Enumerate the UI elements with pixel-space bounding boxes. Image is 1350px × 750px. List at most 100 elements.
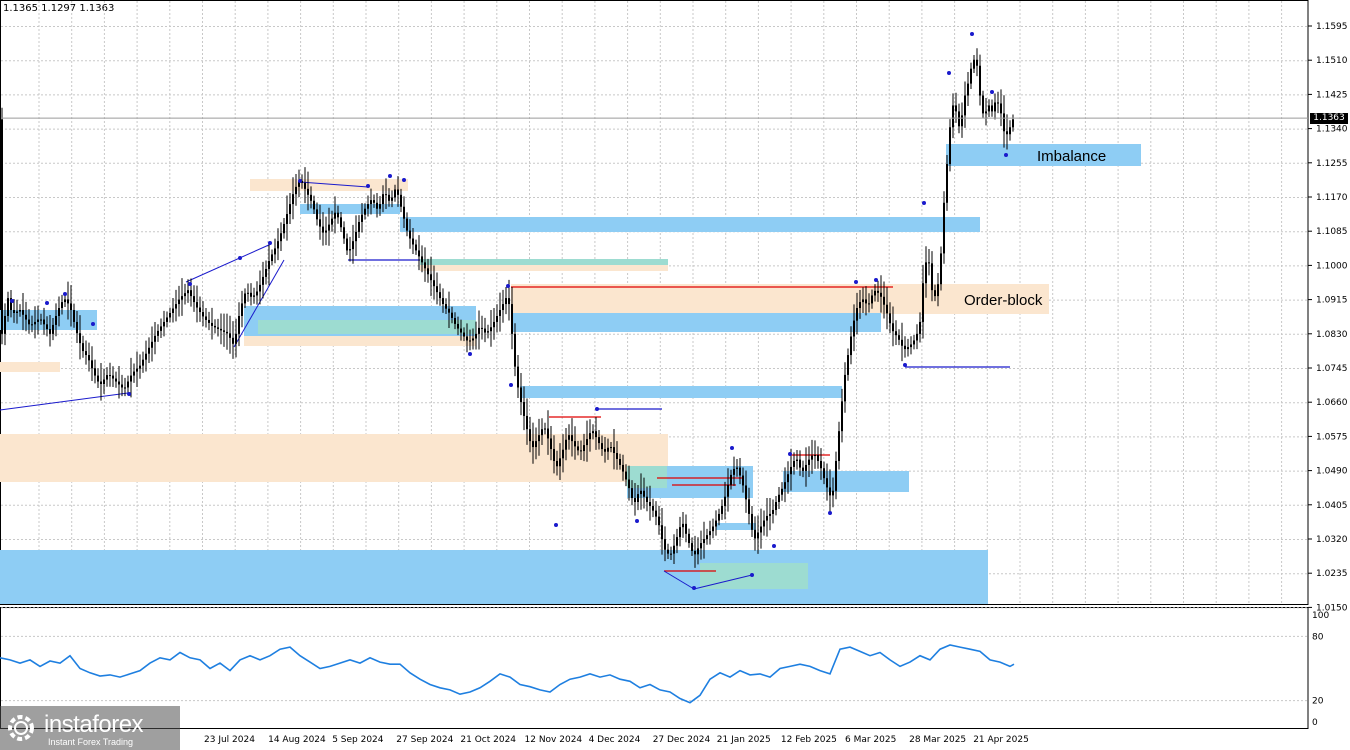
candle-body [262,276,264,285]
swing-marker [402,178,406,182]
candle-body [4,315,6,334]
candle-body [862,299,864,303]
candle-body [574,441,576,447]
candle-body [979,65,981,96]
candle-body [13,310,15,313]
time-tick-label: 4 Dec 2024 [589,735,641,745]
candle-body [463,332,465,337]
candle-body [373,200,375,203]
candle-body [985,111,987,114]
candle-body [664,539,666,550]
candle-body [721,505,723,514]
candle-body [232,337,234,344]
candle-body [709,531,711,536]
candle-body [442,298,444,305]
candle-body [544,428,546,430]
candle-body [799,459,801,468]
candle-body [403,206,405,219]
candle-body [889,313,891,324]
candle-body [667,549,669,554]
candle-body [811,455,813,460]
candle-body [580,450,582,452]
candle-body [712,526,714,532]
candle-body [28,319,30,325]
candle-body [859,302,861,309]
candle-body [916,333,918,341]
blue-zone [300,204,400,214]
time-tick-label: 14 Aug 2024 [268,735,326,745]
candle-body [379,204,381,209]
candle-body [553,449,555,461]
price-tick-label: 1.0150 [1316,603,1348,613]
blue-trend-line [233,259,285,348]
candle-body [412,238,414,245]
candle-body [148,347,150,354]
candle-body [214,325,216,328]
candle-body [643,490,645,497]
swing-marker [91,322,95,326]
candle-body [682,523,684,528]
candle-body [565,439,567,450]
gear-logo-icon [8,715,34,741]
price-tick-label: 1.0490 [1316,467,1348,477]
swing-marker [903,363,907,367]
time-tick-label: 28 Mar 2025 [909,735,966,745]
candle-body [40,319,42,321]
candle-body [361,214,363,222]
candle-body [16,311,18,313]
candle-body [961,115,963,127]
candle-body [637,494,639,503]
candle-body [178,299,180,305]
time-tick-label: 12 Feb 2025 [781,735,837,745]
candle-body [439,292,441,299]
swing-marker [730,446,734,450]
swing-marker [692,586,696,590]
candle-body [550,438,552,450]
ohlc-header: 1.1365 1.1297 1.1363 [3,3,115,14]
time-tick-label: 6 Mar 2025 [845,735,896,745]
candle-body [604,449,606,452]
candle-body [934,290,936,297]
candle-body [52,324,54,334]
candle-body [613,447,615,454]
candle-body [571,435,573,442]
candle-body [184,293,186,297]
candle-body [181,296,183,300]
price-tick-label: 1.0235 [1316,569,1348,579]
candle-body [628,479,630,489]
candle-body [622,464,624,472]
candle-body [82,343,84,352]
price-tick-label: 1.1000 [1316,261,1348,271]
candle-body [19,310,21,312]
candle-body [769,513,771,516]
swing-marker [828,511,832,515]
oscillator: 100 80 20 0 [0,611,1329,728]
candle-body [844,374,846,402]
oscillator-tick-label: 0 [1312,718,1318,728]
candle-body [301,180,303,183]
candle-body [679,527,681,538]
candle-body [781,488,783,495]
candle-body [415,244,417,251]
blue-zone [783,471,909,492]
price-tick-label: 1.0575 [1316,432,1348,442]
blue-zone [0,310,97,330]
candle-body [763,520,765,527]
candle-body [952,105,954,128]
candle-body [268,261,270,269]
candle-body [607,447,609,452]
candle-body [175,304,177,309]
candle-body [238,315,240,334]
candle-body [331,218,333,225]
swing-marker [635,519,639,523]
candle-body [823,468,825,479]
candle-body [877,290,879,293]
candle-body [925,262,927,284]
price-tick-label: 1.1255 [1316,159,1348,169]
candle-body [748,499,750,514]
peach-zone [0,434,668,482]
candle-body [328,224,330,231]
candle-body [67,299,69,304]
candle-body [31,324,33,326]
